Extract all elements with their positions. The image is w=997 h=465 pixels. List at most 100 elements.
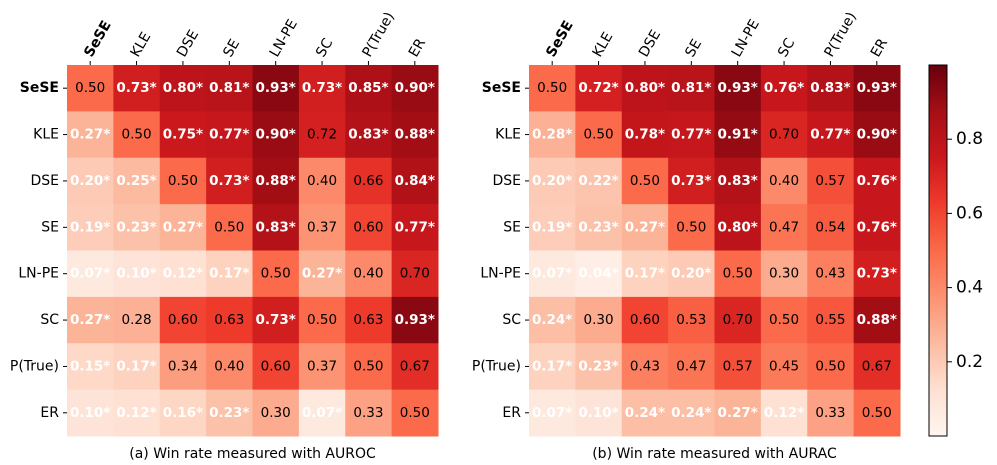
cell-value-label: 0.23*: [116, 219, 156, 235]
row-label-dse: DSE: [30, 173, 59, 189]
row-label-er: ER: [40, 405, 59, 421]
heatmap-cell: [714, 343, 762, 391]
heatmap-cell: [391, 250, 439, 298]
row-label-sc: SC: [40, 312, 59, 328]
cell-value-label: 0.30: [769, 266, 799, 282]
cell-value-label: 0.20*: [532, 173, 572, 189]
heatmap-cell: [113, 389, 161, 437]
heatmap-cell: [206, 389, 254, 437]
heatmap-cell: [252, 204, 300, 252]
heatmap-cell: [113, 157, 161, 205]
row-label-ln-pe: LN-PE: [18, 266, 59, 282]
heatmap-cell: [206, 250, 254, 298]
cell-value-label: 0.80*: [625, 80, 665, 96]
heatmap-cell: [391, 389, 439, 437]
heatmap-cell: [760, 389, 808, 437]
heatmap-cell: [391, 65, 439, 112]
heatmap-cell: [853, 389, 901, 437]
heatmap-cell: [668, 204, 716, 252]
heatmap-cell: [575, 296, 623, 344]
heatmap-cell: [206, 111, 254, 159]
cell-value-label: 0.73*: [209, 173, 249, 189]
cell-value-label: 0.73*: [116, 80, 156, 96]
row-label-ln-pe: LN-PE: [480, 266, 521, 282]
heatmap-cell: [668, 111, 716, 159]
heatmap-cell: [760, 343, 808, 391]
heatmap-cell: [807, 204, 855, 252]
cell-value-label: 0.17*: [625, 266, 665, 282]
cell-value-label: 0.70: [400, 266, 430, 282]
cell-value-label: 0.67: [862, 358, 892, 374]
row-label-p-true: P(True): [472, 358, 521, 374]
cell-value-label: 0.73*: [857, 266, 897, 282]
row-label-dse: DSE: [492, 173, 521, 189]
cell-value-label: 0.50: [122, 127, 152, 143]
colorbar-tick-label: 0.2: [956, 352, 983, 372]
heatmap-cell: [668, 250, 716, 298]
heatmap-cell: [206, 343, 254, 391]
cell-value-label: 0.77*: [209, 127, 249, 143]
row-label-er: ER: [502, 405, 521, 421]
colorbar-tick-label: 0.8: [956, 129, 983, 149]
cell-value-label: 0.07*: [532, 405, 572, 421]
heatmap-cell: [298, 157, 346, 205]
heatmap-cell: [853, 204, 901, 252]
heatmap-cell: [760, 296, 808, 344]
heatmap-cell: [159, 157, 207, 205]
colorbar-tick-label: 0.4: [956, 278, 983, 298]
cell-value-label: 0.28*: [532, 127, 572, 143]
heatmap-cell: [252, 389, 300, 437]
heatmap-cell: [760, 111, 808, 159]
row-label-sese: SeSE: [482, 80, 521, 96]
cell-value-label: 0.24*: [671, 405, 711, 421]
cell-value-label: 0.80*: [718, 219, 758, 235]
cell-value-label: 0.50: [862, 405, 892, 421]
cell-value-label: 0.50: [261, 266, 291, 282]
col-label-sc: SC: [313, 36, 336, 60]
cell-value-label: 0.76*: [764, 80, 804, 96]
heatmap-cell: [113, 343, 161, 391]
cell-value-label: 0.85*: [348, 80, 388, 96]
heatmap-cell: [529, 250, 576, 298]
heatmap-aurac: 0.50 0.72* 0.80* 0.81* 0.93* 0.76* 0.83* 0.93* 0…: [472, 9, 901, 462]
heatmap-cell: [345, 111, 393, 159]
cell-value-label: 0.90*: [395, 80, 435, 96]
cell-value-label: 0.70: [723, 312, 753, 328]
col-label-se: SE: [682, 37, 705, 60]
cell-value-label: 0.04*: [578, 266, 618, 282]
cell-value-label: 0.12*: [163, 266, 203, 282]
heatmap-cell: [807, 65, 855, 112]
heatmap-cell: [252, 111, 300, 159]
heatmap-cell: [391, 204, 439, 252]
heatmap-cell: [298, 250, 346, 298]
cell-value-label: 0.50: [676, 219, 706, 235]
heatmap-cell: [252, 250, 300, 298]
heatmap-cell: [252, 157, 300, 205]
heatmap-cell: [298, 65, 346, 112]
heatmap-cell: [298, 296, 346, 344]
cell-value-label: 0.50: [168, 173, 198, 189]
heatmap-cell: [621, 111, 669, 159]
cell-value-label: 0.12*: [764, 405, 804, 421]
col-label-ln-pe: LN-PE: [267, 17, 301, 60]
cell-value-label: 0.83*: [810, 80, 850, 96]
col-label-dse: DSE: [636, 27, 664, 60]
cell-value-label: 0.75*: [163, 127, 203, 143]
heatmap-cell: [621, 250, 669, 298]
cell-value-label: 0.73*: [671, 173, 711, 189]
col-label-dse: DSE: [174, 27, 202, 60]
cell-value-label: 0.16*: [163, 405, 203, 421]
heatmap-cell: [159, 65, 207, 112]
panel-caption: (a) Win rate measured with AUROC: [129, 446, 376, 462]
heatmap-cell: [67, 343, 114, 391]
cell-value-label: 0.60: [168, 312, 198, 328]
cell-value-label: 0.27*: [625, 219, 665, 235]
heatmap-cell: [67, 296, 114, 344]
heatmap-cell: [668, 157, 716, 205]
heatmap-cell: [159, 296, 207, 344]
cell-value-label: 0.60: [261, 358, 291, 374]
cell-value-label: 0.67: [400, 358, 430, 374]
cell-value-label: 0.17*: [209, 266, 249, 282]
col-label-er: ER: [868, 36, 891, 60]
row-label-sese: SeSE: [20, 80, 59, 96]
